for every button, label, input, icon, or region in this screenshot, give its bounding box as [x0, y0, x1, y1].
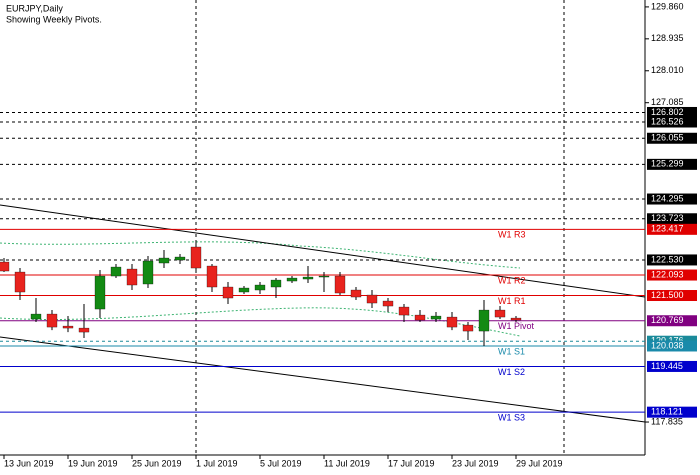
level-label-box — [647, 406, 697, 418]
x-tick-label: 19 Jun 2019 — [68, 458, 118, 468]
level-name: W1 S3 — [498, 413, 525, 423]
candle-body — [46, 313, 58, 328]
trend-line — [0, 204, 646, 298]
level-label: 123.723 — [651, 213, 684, 223]
candle-body — [302, 276, 314, 280]
candle-body — [78, 327, 90, 333]
candle-body — [190, 246, 202, 269]
level-label-box — [647, 193, 697, 205]
candle-body — [430, 315, 442, 320]
candle-body — [206, 265, 218, 288]
level-label-box — [647, 360, 697, 372]
y-tick-label: 127.085 — [651, 97, 684, 107]
level-label-box — [647, 158, 697, 170]
candle-body — [462, 324, 474, 332]
candle-body — [222, 286, 234, 299]
candle-body — [94, 275, 106, 310]
candle-body — [478, 309, 490, 332]
level-name: W1 R3 — [498, 230, 526, 240]
candle-body — [62, 325, 74, 329]
candle-body — [398, 306, 410, 316]
level-label-box — [647, 340, 697, 352]
level-label-box — [647, 269, 697, 281]
level-name: W1 S1 — [498, 346, 525, 356]
candle-body — [350, 289, 362, 298]
x-tick-label: 5 Jul 2019 — [260, 458, 302, 468]
candle-body — [318, 275, 330, 278]
candle-body — [158, 257, 170, 264]
candle-body — [270, 279, 282, 288]
y-tick-label: 128.935 — [651, 33, 684, 43]
candle-body — [414, 314, 426, 321]
level-label-box — [647, 315, 697, 327]
chart-subtitle: Showing Weekly Pivots. — [6, 14, 102, 24]
level-label: 122.530 — [651, 254, 684, 264]
y-tick-label: 128.010 — [651, 65, 684, 75]
x-tick-label: 1 Jul 2019 — [196, 458, 238, 468]
x-tick-label: 17 Jul 2019 — [388, 458, 435, 468]
level-name: W1 R1 — [498, 296, 526, 306]
y-tick-label: 129.860 — [651, 1, 684, 11]
level-label: 120.038 — [651, 340, 684, 350]
candle-body — [382, 300, 394, 307]
candle-body — [494, 309, 506, 318]
candle-body — [254, 284, 266, 291]
level-label-box — [647, 254, 697, 266]
level-label-box — [647, 213, 697, 225]
level-label: 118.121 — [651, 407, 683, 417]
level-label-box — [647, 132, 697, 144]
level-label: 124.295 — [651, 193, 684, 203]
candle-body — [510, 317, 522, 321]
candle-body — [0, 261, 10, 272]
level-label-box — [647, 106, 697, 118]
candle-body — [126, 268, 138, 286]
level-name: W1 R2 — [498, 275, 526, 285]
level-name: W1 Pivot — [498, 321, 535, 331]
level-label-box — [647, 290, 697, 302]
y-tick-label: 117.835 — [651, 416, 683, 426]
level-label: 126.055 — [651, 133, 684, 143]
level-label: 120.769 — [651, 315, 684, 325]
x-tick-label: 29 Jul 2019 — [516, 458, 563, 468]
level-label: 125.299 — [651, 159, 684, 169]
level-label-box — [647, 223, 697, 235]
candle-body — [142, 260, 154, 285]
level-label: 121.500 — [651, 290, 684, 300]
level-label: 123.417 — [651, 224, 684, 234]
candle-body — [110, 266, 122, 277]
x-tick-label: 11 Jul 2019 — [324, 458, 370, 468]
level-label: 126.802 — [651, 107, 684, 117]
candle-body — [174, 256, 186, 261]
level-label: 122.093 — [651, 269, 684, 279]
candle-body — [30, 313, 42, 320]
level-name: W1 S2 — [498, 367, 525, 377]
candle-body — [334, 275, 346, 294]
candle-body — [286, 277, 298, 282]
candle-body — [446, 316, 458, 328]
candle-body — [238, 287, 250, 293]
x-tick-label: 25 Jun 2019 — [132, 458, 182, 468]
trend-line — [0, 336, 646, 423]
chart-title: EURJPY,Daily — [6, 3, 63, 13]
candle-body — [366, 294, 378, 304]
level-label: 126.526 — [651, 116, 684, 126]
x-tick-label: 23 Jul 2019 — [452, 458, 499, 468]
level-label: 119.445 — [651, 361, 683, 371]
x-tick-label: 13 Jun 2019 — [4, 458, 54, 468]
level-label-box — [647, 116, 697, 128]
candle-body — [14, 271, 26, 293]
